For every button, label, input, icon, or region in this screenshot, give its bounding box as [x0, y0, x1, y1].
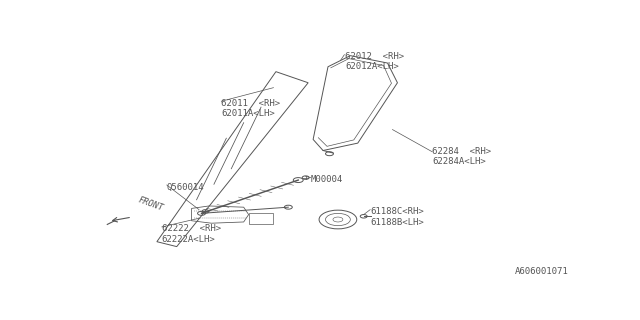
Text: Q560014: Q560014	[167, 182, 204, 192]
Text: 62011  <RH>
62011A<LH>: 62011 <RH> 62011A<LH>	[221, 99, 280, 118]
Text: FRONT: FRONT	[137, 196, 164, 213]
Text: 61188C<RH>
61188B<LH>: 61188C<RH> 61188B<LH>	[370, 207, 424, 227]
Text: M00004: M00004	[310, 175, 343, 184]
Text: 62012  <RH>
62012A<LH>: 62012 <RH> 62012A<LH>	[346, 52, 404, 71]
Text: 62284  <RH>
62284A<LH>: 62284 <RH> 62284A<LH>	[432, 147, 492, 166]
Text: 62222  <RH>
62222A<LH>: 62222 <RH> 62222A<LH>	[162, 224, 221, 244]
Text: A606001071: A606001071	[515, 267, 568, 276]
